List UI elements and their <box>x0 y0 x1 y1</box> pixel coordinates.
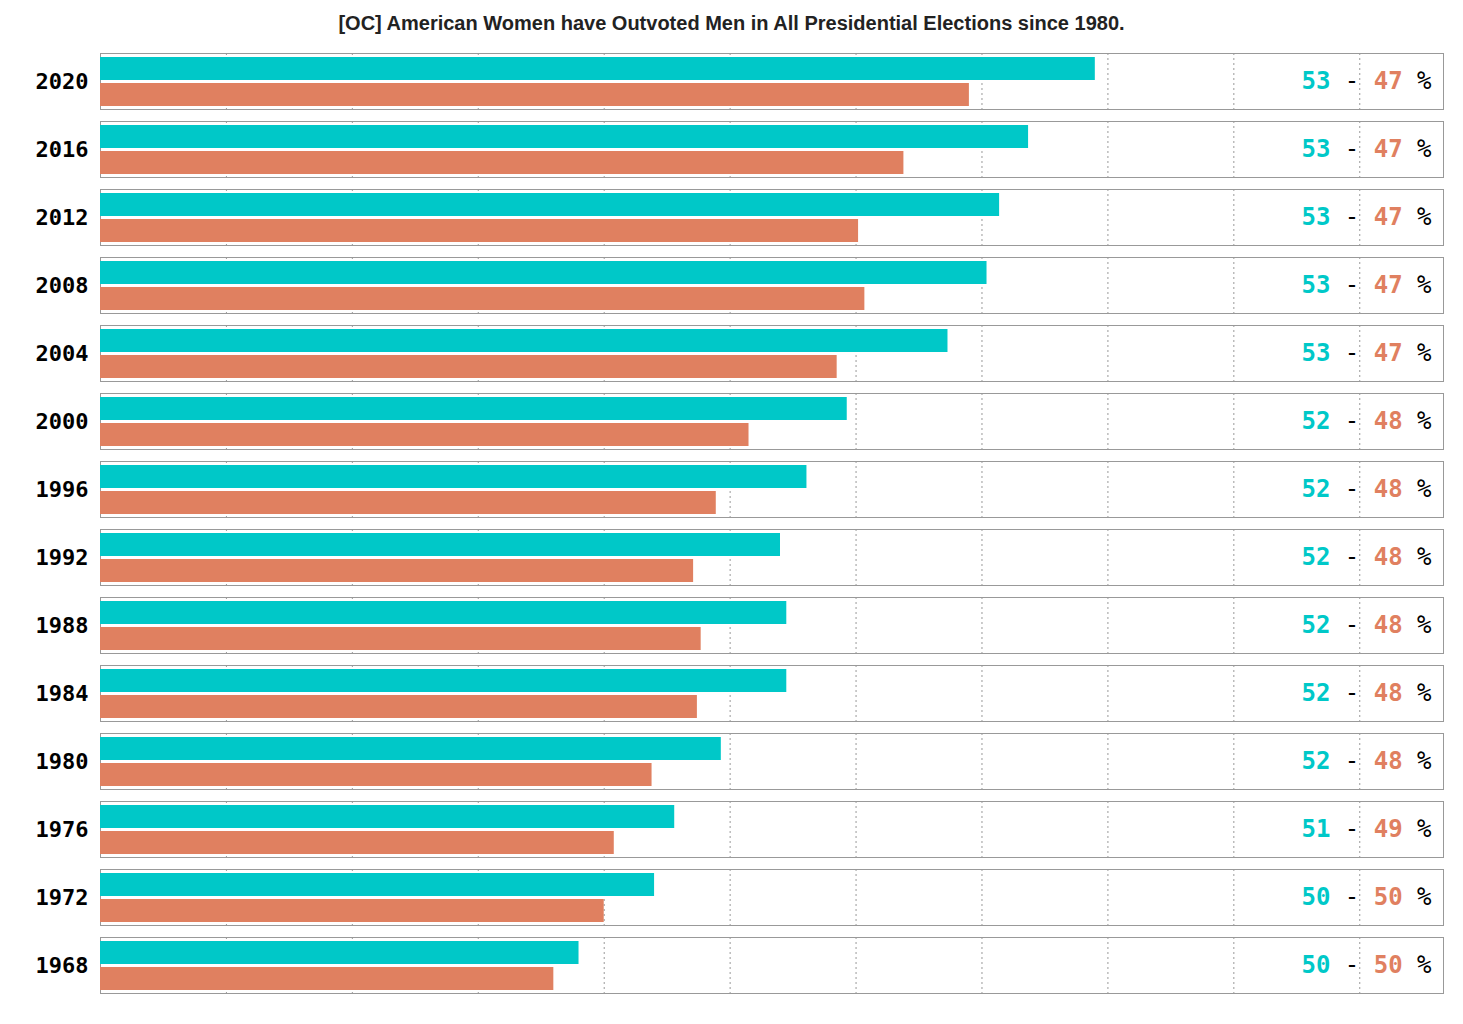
svg-text:%: % <box>1417 339 1432 367</box>
svg-text:47: 47 <box>1374 67 1403 95</box>
svg-text:2020: 2020 <box>36 69 89 94</box>
svg-text:52: 52 <box>1301 679 1330 707</box>
svg-text:-: - <box>1345 67 1359 95</box>
svg-text:1984: 1984 <box>36 681 89 706</box>
svg-text:-: - <box>1345 815 1359 843</box>
svg-text:-: - <box>1345 679 1359 707</box>
svg-text:2012: 2012 <box>36 205 89 230</box>
svg-text:-: - <box>1345 407 1359 435</box>
svg-text:1992: 1992 <box>36 545 89 570</box>
svg-text:48: 48 <box>1374 407 1403 435</box>
svg-text:-: - <box>1345 951 1359 979</box>
svg-text:%: % <box>1417 883 1432 911</box>
svg-text:-: - <box>1345 543 1359 571</box>
svg-text:-: - <box>1345 883 1359 911</box>
svg-text:1968: 1968 <box>36 953 89 978</box>
svg-text:%: % <box>1417 951 1432 979</box>
svg-text:50: 50 <box>1374 883 1403 911</box>
svg-text:1980: 1980 <box>36 749 89 774</box>
svg-text:2008: 2008 <box>36 273 89 298</box>
svg-text:%: % <box>1417 135 1432 163</box>
svg-text:%: % <box>1417 475 1432 503</box>
svg-text:47: 47 <box>1374 135 1403 163</box>
svg-text:52: 52 <box>1301 407 1330 435</box>
svg-text:-: - <box>1345 339 1359 367</box>
svg-text:52: 52 <box>1301 475 1330 503</box>
svg-text:48: 48 <box>1374 543 1403 571</box>
svg-text:51: 51 <box>1301 815 1330 843</box>
svg-text:48: 48 <box>1374 475 1403 503</box>
svg-text:52: 52 <box>1301 611 1330 639</box>
svg-text:52: 52 <box>1301 747 1330 775</box>
svg-text:%: % <box>1417 271 1432 299</box>
svg-text:53: 53 <box>1301 67 1330 95</box>
svg-text:47: 47 <box>1374 203 1403 231</box>
html-text:[OC] American Women have Outvo: [OC] American Women have Outvoted Men in… <box>338 12 1125 34</box>
svg-text:1976: 1976 <box>36 817 89 842</box>
svg-text:52: 52 <box>1301 543 1330 571</box>
svg-text:%: % <box>1417 815 1432 843</box>
svg-text:%: % <box>1417 543 1432 571</box>
svg-text:2000: 2000 <box>36 409 89 434</box>
svg-text:48: 48 <box>1374 747 1403 775</box>
svg-text:53: 53 <box>1301 203 1330 231</box>
svg-text:53: 53 <box>1301 135 1330 163</box>
svg-text:%: % <box>1417 611 1432 639</box>
svg-text:49: 49 <box>1374 815 1403 843</box>
svg-text:1996: 1996 <box>36 477 89 502</box>
svg-text:-: - <box>1345 747 1359 775</box>
svg-text:-: - <box>1345 611 1359 639</box>
svg-text:53: 53 <box>1301 271 1330 299</box>
svg-text:53: 53 <box>1301 339 1330 367</box>
svg-text:%: % <box>1417 407 1432 435</box>
svg-text:-: - <box>1345 271 1359 299</box>
svg-text:1988: 1988 <box>36 613 89 638</box>
svg-text:%: % <box>1417 679 1432 707</box>
svg-text:47: 47 <box>1374 339 1403 367</box>
svg-text:%: % <box>1417 747 1432 775</box>
svg-text:50: 50 <box>1301 951 1330 979</box>
svg-text:2004: 2004 <box>36 341 89 366</box>
svg-text:-: - <box>1345 135 1359 163</box>
svg-text:-: - <box>1345 203 1359 231</box>
svg-text:-: - <box>1345 475 1359 503</box>
svg-text:%: % <box>1417 67 1432 95</box>
svg-text:48: 48 <box>1374 679 1403 707</box>
svg-text:50: 50 <box>1374 951 1403 979</box>
svg-text:47: 47 <box>1374 271 1403 299</box>
svg-text:48: 48 <box>1374 611 1403 639</box>
svg-text:2016: 2016 <box>36 137 89 162</box>
svg-text:%: % <box>1417 203 1432 231</box>
svg-text:1972: 1972 <box>36 885 89 910</box>
svg-text:50: 50 <box>1301 883 1330 911</box>
